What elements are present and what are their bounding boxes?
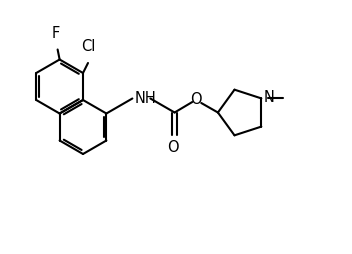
- Text: O: O: [168, 140, 179, 155]
- Text: F: F: [51, 25, 60, 40]
- Text: O: O: [190, 92, 202, 107]
- Text: NH: NH: [134, 91, 156, 106]
- Text: Cl: Cl: [81, 39, 95, 54]
- Text: N: N: [263, 90, 274, 105]
